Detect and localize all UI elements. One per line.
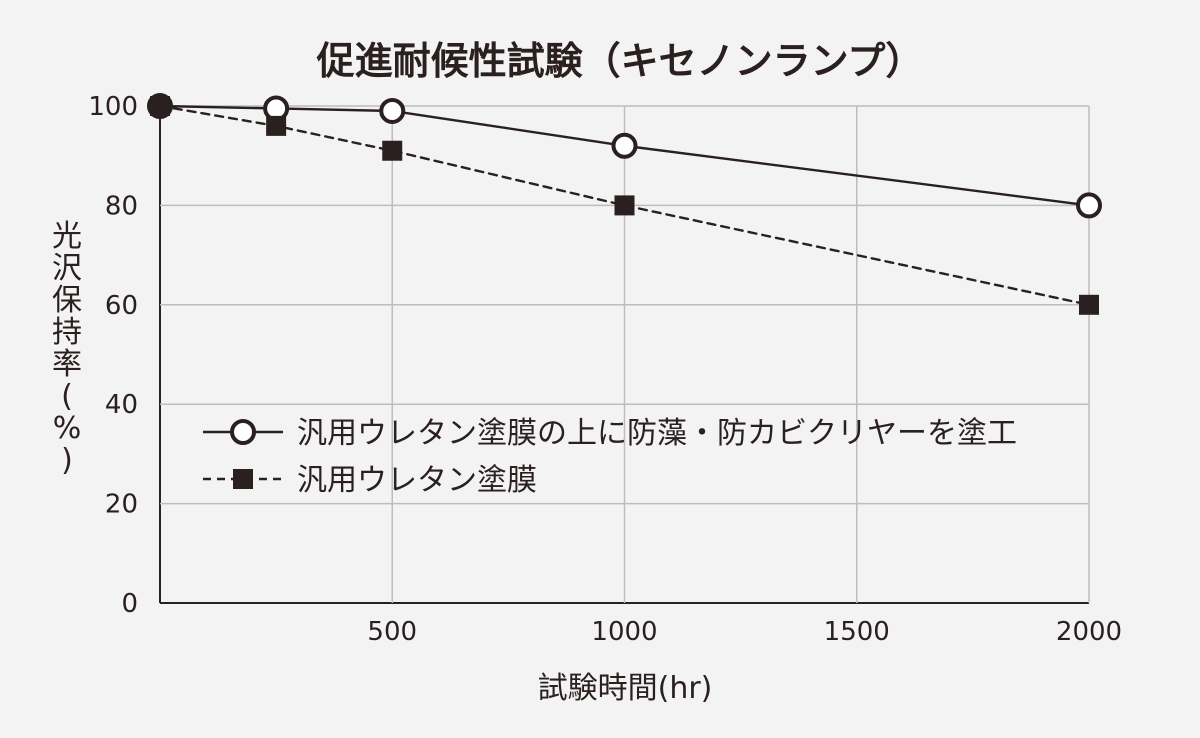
x-tick-label-500: 500 <box>367 617 417 647</box>
y-tick-label-80: 80 <box>105 191 138 221</box>
y-axis-label-char: 持 <box>52 315 82 350</box>
y-axis-label-char: ) <box>61 443 73 478</box>
series-line-2 <box>158 104 1091 306</box>
x-tick-label-1000: 1000 <box>591 617 657 647</box>
legend-marker-2 <box>233 469 253 489</box>
series-1-point-3 <box>379 97 406 124</box>
series-2-point-1 <box>150 96 170 116</box>
plot-area: 0 20 40 60 80 100 500 1000 1500 2000 <box>88 92 1122 647</box>
legend-item-1: 汎用ウレタン塗膜の上に防藻・防カビクリヤーを塗工 <box>203 416 1017 451</box>
y-axis-label-char: 沢 <box>52 251 82 286</box>
series-2-point-5 <box>1079 294 1099 315</box>
y-axis-label-char: 率 <box>52 347 82 382</box>
chart-title: 促進耐候性試験（キセノンランプ） <box>316 39 924 83</box>
legend-label-1: 汎用ウレタン塗膜の上に防藻・防カビクリヤーを塗工 <box>297 416 1017 451</box>
y-tick-label-40: 40 <box>105 390 138 420</box>
series-2-point-4 <box>614 195 635 216</box>
legend-marker-1 <box>230 419 256 445</box>
series-2-point-2 <box>266 115 287 136</box>
y-tick-label-20: 20 <box>105 490 138 520</box>
series-2-point-3 <box>382 140 403 161</box>
x-tick-label-1500: 1500 <box>824 617 890 647</box>
legend-item-2: 汎用ウレタン塗膜 <box>203 463 537 498</box>
y-axis-label-char: % <box>53 411 82 446</box>
series-1-point-5 <box>1076 192 1102 219</box>
y-tick-label-60: 60 <box>105 291 138 321</box>
y-axis-label-char: 光 <box>52 219 82 254</box>
x-tick-label-2000: 2000 <box>1056 617 1122 647</box>
legend-label-2: 汎用ウレタン塗膜 <box>297 463 537 498</box>
y-axis-label-char: 保 <box>52 283 82 318</box>
y-axis-label-char: ( <box>61 379 73 414</box>
x-axis-label: 試験時間(hr) <box>538 671 713 706</box>
series-1-point-4 <box>611 132 638 159</box>
y-tick-label-100: 100 <box>88 92 138 122</box>
y-tick-label-0: 0 <box>121 589 138 619</box>
